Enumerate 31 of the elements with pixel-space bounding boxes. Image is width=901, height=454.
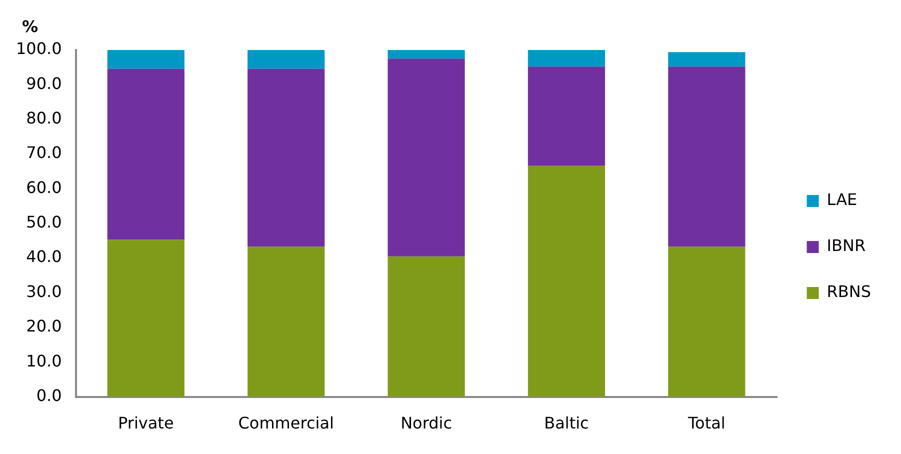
bar <box>248 246 325 397</box>
y-tick-label: 40.0 <box>26 247 62 266</box>
bar <box>528 50 606 67</box>
bar <box>248 50 325 69</box>
y-tick-label: 30.0 <box>26 282 62 301</box>
bar <box>388 256 465 397</box>
x-tick-label: Private <box>118 414 174 433</box>
bar <box>388 58 465 256</box>
bar <box>107 240 184 397</box>
x-tick-label: Total <box>686 414 726 433</box>
bar <box>528 166 606 397</box>
legend-label: LAE <box>826 190 858 210</box>
y-tick-label: 90.0 <box>26 74 62 93</box>
x-tick-label: Nordic <box>400 414 452 433</box>
y-tick-label: 80.0 <box>26 108 62 128</box>
y-tick-label: 50.0 <box>26 212 62 232</box>
x-tick-label: Commercial <box>238 414 334 433</box>
bar <box>668 246 746 397</box>
legend-label: RBNS <box>826 282 871 302</box>
bar <box>388 50 465 59</box>
bar <box>668 52 746 67</box>
y-tick-label: 0.0 <box>36 386 62 405</box>
y-tick-label: 100.0 <box>16 39 62 58</box>
x-tick-label: Baltic <box>544 414 589 433</box>
y-tick-label: 70.0 <box>26 143 62 162</box>
legend-label: IBNR <box>826 236 866 256</box>
y-tick-label: 60.0 <box>26 178 62 197</box>
y-axis-title: % <box>22 17 38 36</box>
y-tick-label: 10.0 <box>26 351 62 370</box>
y-tick-label: 20.0 <box>26 316 62 336</box>
bar <box>107 50 184 69</box>
